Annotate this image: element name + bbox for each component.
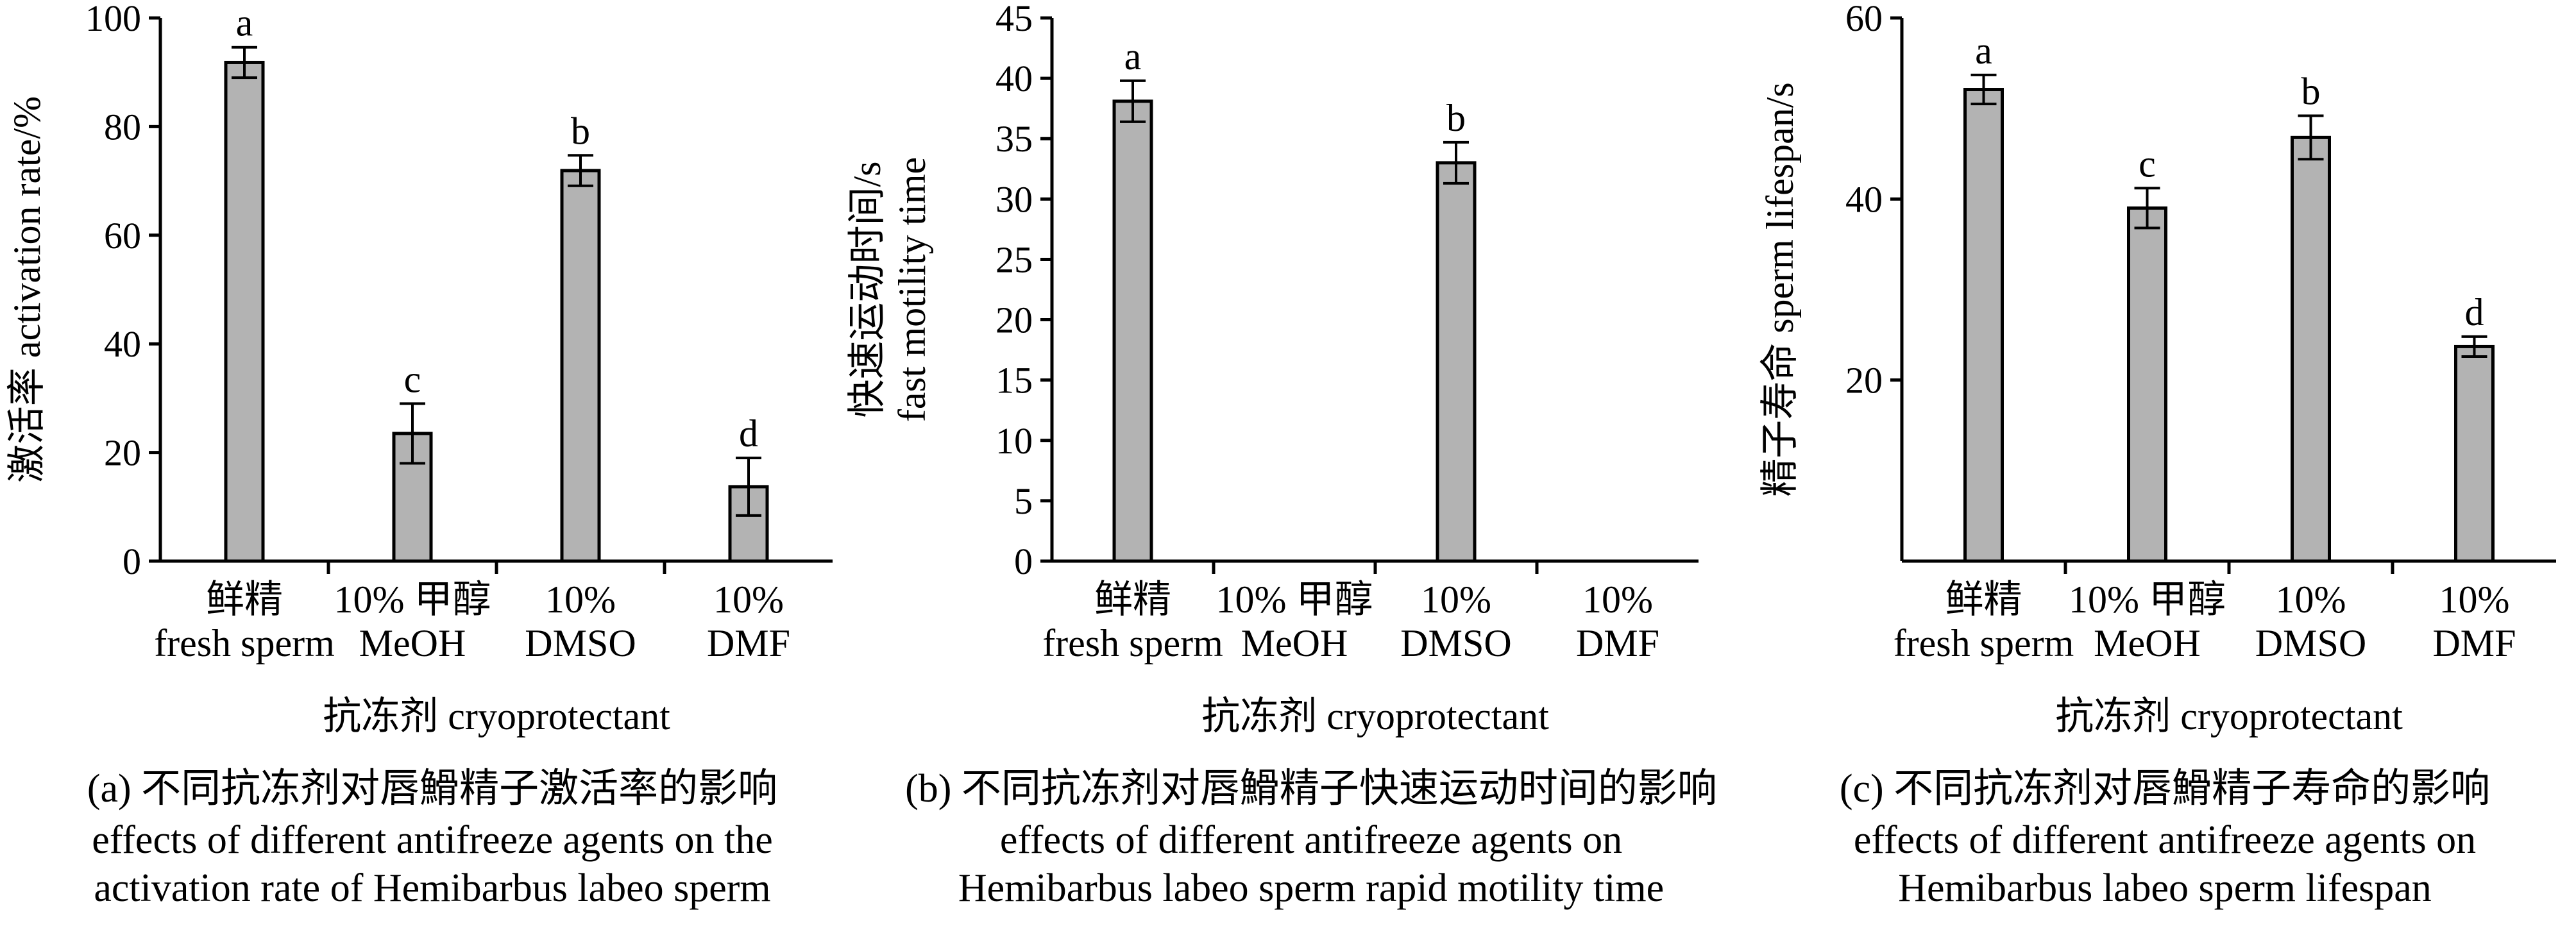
- y-tick-label: 100: [85, 0, 141, 39]
- y-tick-label: 60: [104, 215, 141, 257]
- y-tick-label: 0: [123, 541, 141, 582]
- y-tick-label: 20: [1845, 360, 1883, 401]
- y-tick-label: 40: [104, 323, 141, 365]
- x-category-label-zh: 10% 甲醇: [334, 578, 491, 621]
- x-category-label-zh: 10%: [1582, 578, 1653, 621]
- panel-caption-line-2: activation rate of Hemibarbus labeo sper…: [94, 866, 770, 910]
- y-tick-label: 20: [996, 299, 1033, 341]
- bar-1: [392, 432, 433, 563]
- x-category-label-en: DMF: [1576, 622, 1659, 664]
- x-category-label-en: fresh sperm: [154, 622, 335, 664]
- y-tick-label: 15: [996, 360, 1033, 401]
- y-axis-label: 精子寿命 sperm lifespan/s: [1759, 82, 1801, 497]
- x-category-label-en: MeOH: [2094, 622, 2201, 664]
- significance-letter: d: [2465, 291, 2484, 333]
- significance-letter: c: [2139, 142, 2156, 185]
- y-tick-label: 40: [996, 58, 1033, 99]
- y-tick-label: 10: [996, 420, 1033, 462]
- bar-1: [2127, 206, 2167, 563]
- panel-caption-line-0: (c) 不同抗冻剂对唇䱻精子寿命的影响: [1840, 767, 2490, 811]
- bar-2: [2291, 135, 2331, 563]
- x-category-label-zh: 10%: [1421, 578, 1491, 621]
- significance-letter: a: [1124, 35, 1142, 78]
- x-category-label-zh: 10% 甲醇: [1216, 578, 1373, 621]
- x-category-label-zh: 10% 甲醇: [2069, 578, 2226, 621]
- x-category-label-zh: 10%: [545, 578, 616, 621]
- x-category-label-zh: 鲜精: [206, 578, 283, 621]
- y-tick-label: 20: [104, 432, 141, 474]
- bar-0: [1112, 99, 1153, 563]
- x-category-label-zh: 鲜精: [1945, 578, 2022, 621]
- y-axis-label: 快速运动时间/s: [846, 161, 888, 417]
- x-category-label-en: fresh sperm: [1042, 622, 1223, 664]
- x-category-label-zh: 10%: [2439, 578, 2510, 621]
- x-category-label-zh: 10%: [713, 578, 784, 621]
- panel-caption-line-2: Hemibarbus labeo sperm lifespan: [1898, 866, 2432, 910]
- x-category-label-en: MeOH: [359, 622, 466, 664]
- x-axis-label: 抗冻剂 cryoprotectant: [2055, 695, 2403, 737]
- panel-caption-line-1: effects of different antifreeze agents o…: [92, 818, 773, 862]
- y-tick-label: 40: [1845, 178, 1883, 220]
- x-category-label-en: fresh sperm: [1894, 622, 2074, 664]
- x-category-label-zh: 鲜精: [1094, 578, 1171, 621]
- y-tick-label: 80: [104, 106, 141, 147]
- x-category-label-en: DMF: [2432, 622, 2516, 664]
- panel-caption-line-1: effects of different antifreeze agents o…: [1000, 818, 1622, 862]
- panel-caption-line-2: Hemibarbus labeo sperm rapid motility ti…: [958, 866, 1664, 910]
- panel-caption-line-0: (a) 不同抗冻剂对唇䱻精子激活率的影响: [87, 767, 777, 811]
- y-tick-label: 0: [1014, 541, 1033, 582]
- y-tick-label: 5: [1014, 480, 1033, 522]
- panel-caption-line-1: effects of different antifreeze agents o…: [1854, 818, 2476, 862]
- significance-letter: a: [236, 2, 253, 44]
- significance-letter: a: [1975, 29, 1992, 72]
- bar-3: [2454, 344, 2495, 563]
- x-category-label-en: DMSO: [1400, 622, 1511, 664]
- bar-2: [1436, 161, 1477, 563]
- x-category-label-en: DMSO: [2255, 622, 2366, 664]
- x-category-label-en: DMSO: [525, 622, 636, 664]
- significance-letter: c: [404, 358, 421, 400]
- x-category-label-en: DMF: [707, 622, 790, 664]
- significance-letter: b: [571, 110, 590, 152]
- y-axis-label: 激活率 activation rate/%: [6, 96, 48, 483]
- y-tick-label: 25: [996, 239, 1033, 280]
- panel-caption-line-0: (b) 不同抗冻剂对唇䱻精子快速运动时间的影响: [905, 767, 1717, 811]
- bar-2: [560, 169, 601, 563]
- y-tick-label: 45: [996, 0, 1033, 39]
- bar-0: [224, 60, 265, 563]
- x-axis-label: 抗冻剂 cryoprotectant: [1201, 695, 1549, 737]
- x-category-label-zh: 10%: [2276, 578, 2346, 621]
- y-tick-label: 35: [996, 118, 1033, 160]
- y-tick-label: 60: [1845, 0, 1883, 39]
- y-axis-label-secondary: fast motility time: [891, 157, 933, 422]
- y-tick-label: 30: [996, 178, 1033, 220]
- bar-0: [1963, 88, 2004, 563]
- x-axis-label: 抗冻剂 cryoprotectant: [323, 695, 670, 737]
- significance-letter: b: [2301, 70, 2321, 112]
- significance-letter: d: [739, 412, 758, 455]
- significance-letter: b: [1446, 97, 1466, 139]
- x-category-label-en: MeOH: [1241, 622, 1348, 664]
